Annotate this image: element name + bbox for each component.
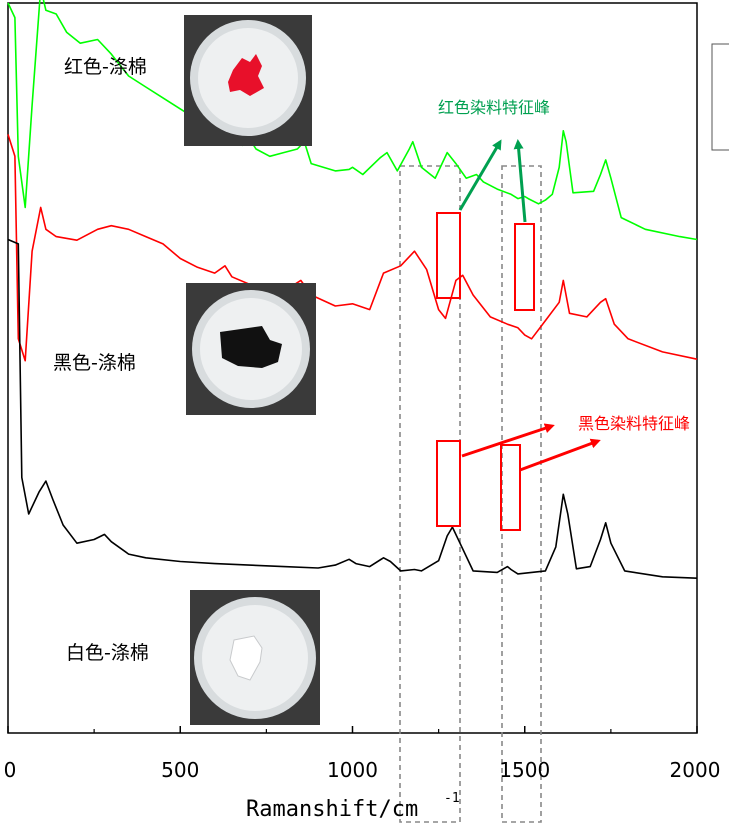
arrow-red-2 [519,438,601,472]
dashed-region-1 [399,165,461,823]
arrow-green-1 [458,139,502,211]
dashed-region-2 [501,165,542,823]
annotation-black-dye: 黑色染料特征峰 [578,414,690,433]
red-sample-photo [184,15,312,146]
white-sample-photo [190,590,320,725]
arrow-green-2 [513,139,527,223]
black-sample-photo [186,283,316,415]
series-line-2 [7,238,698,579]
series-line-0 [7,0,698,241]
x-axis: 0 500 1000 1500 2000 [4,726,721,782]
arrow-red-1 [461,423,555,458]
series-label-red: 红色-涤棉 [64,56,147,78]
legend-box-fragment [711,43,729,151]
x-tick-label: 0 [4,758,17,782]
series-line-1 [7,134,698,362]
highlight-box-black-1 [436,440,461,527]
highlight-box-black-2 [500,444,521,531]
x-tick-label: 500 [161,758,199,782]
x-tick-label: 2000 [670,758,721,782]
highlight-box-red-1 [436,212,461,299]
series-group [7,0,698,579]
series-label-white: 白色-涤棉 [66,642,149,664]
series-label-black: 黑色-涤棉 [53,352,136,374]
x-axis-title-sup: -1 [444,791,460,806]
annotation-red-dye: 红色染料特征峰 [438,98,550,117]
highlight-box-red-2 [514,223,535,311]
x-tick-label: 1500 [499,758,550,782]
x-axis-title: Ramanshift/cm [246,797,418,822]
x-tick-label: 1000 [327,758,378,782]
